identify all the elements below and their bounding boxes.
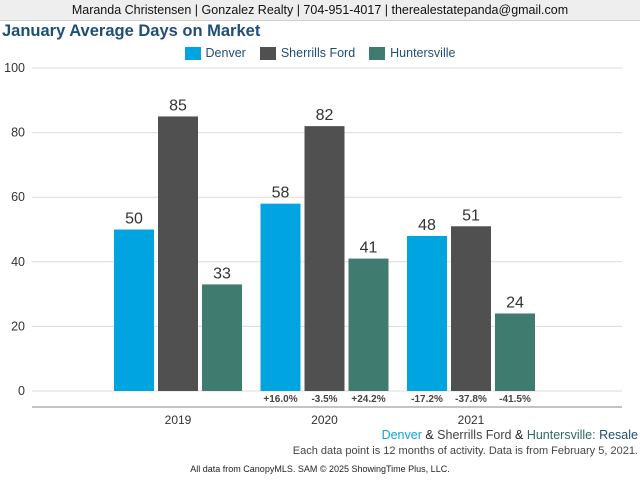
footer-huntersville: Huntersville: [526, 428, 596, 442]
y-tick-label-20: 20 [11, 319, 25, 333]
legend-swatch-huntersville [369, 46, 386, 60]
x-tick-label-2020: 2020 [311, 413, 338, 427]
x-tick-label-2021: 2021 [458, 413, 485, 427]
data-label-sherrills-ford-2021: 51 [462, 207, 480, 224]
data-label-huntersville-2021: 24 [506, 294, 524, 311]
footer-denver: Denver [381, 428, 422, 442]
chart-legend: Denver Sherrills Ford Huntersville [0, 45, 640, 61]
bar-huntersville-2020 [348, 258, 389, 391]
data-label-denver-2020: 58 [272, 185, 290, 202]
legend-label-huntersville: Huntersville [390, 46, 456, 60]
bar-huntersville-2019 [202, 284, 242, 391]
y-tick-label-0: 0 [18, 384, 25, 398]
legend-swatch-sherrills-ford [259, 46, 276, 60]
y-tick-label-80: 80 [11, 126, 25, 140]
data-credits: All data from CanopyMLS. SAM © 2025 Show… [190, 464, 450, 474]
y-tick-label-40: 40 [11, 255, 25, 269]
change-label-huntersville-2021: -41.5% [499, 394, 531, 405]
footer-resale: Resale [599, 428, 638, 442]
footer-amp-2: & [514, 428, 524, 442]
data-label-denver-2019: 50 [125, 211, 143, 228]
legend-item-huntersville: Huntersville [369, 46, 455, 60]
footer-sherrills-ford: Sherrills Ford [437, 428, 512, 442]
bar-sherrills-ford-2020 [304, 126, 345, 391]
legend-label-sherrills-ford: Sherrills Ford [280, 46, 356, 60]
legend-swatch-denver [184, 46, 201, 60]
bar-huntersville-2021 [495, 313, 535, 391]
data-label-denver-2021: 48 [418, 217, 436, 234]
bar-sherrills-ford-2019 [158, 116, 198, 391]
chart-title: January Average Days on Market [2, 22, 261, 40]
change-label-huntersville-2020: +24.2% [351, 394, 385, 405]
bar-sherrills-ford-2021 [451, 226, 491, 391]
data-label-sherrills-ford-2020: 82 [316, 107, 334, 124]
contact-header: Maranda Christensen | Gonzalez Realty | … [0, 0, 640, 21]
change-label-sherrills-ford-2021: -37.8% [455, 394, 487, 405]
legend-item-denver: Denver [184, 46, 246, 60]
bar-denver-2021 [407, 235, 447, 391]
bar-denver-2020 [260, 203, 301, 391]
data-label-huntersville-2020: 41 [360, 240, 378, 257]
change-label-denver-2020: +16.0% [263, 394, 297, 405]
legend-label-denver: Denver [205, 46, 246, 60]
y-tick-label-60: 60 [11, 190, 25, 204]
y-tick-label-100: 100 [4, 61, 25, 75]
x-tick-label-2019: 2019 [165, 413, 192, 427]
contact-text: Maranda Christensen | Gonzalez Realty | … [71, 3, 569, 17]
footer-amp-1: & [425, 428, 434, 442]
data-label-huntersville-2019: 33 [213, 265, 231, 282]
regions-footer: Denver & Sherrills Ford & Huntersville: … [382, 428, 638, 442]
change-label-sherrills-ford-2020: -3.5% [311, 394, 337, 405]
change-label-denver-2021: -17.2% [411, 394, 443, 405]
data-label-sherrills-ford-2019: 85 [169, 97, 187, 114]
data-note: Each data point is 12 months of activity… [292, 445, 638, 457]
bar-denver-2019 [114, 229, 154, 391]
legend-item-sherrills-ford: Sherrills Ford [259, 46, 356, 60]
